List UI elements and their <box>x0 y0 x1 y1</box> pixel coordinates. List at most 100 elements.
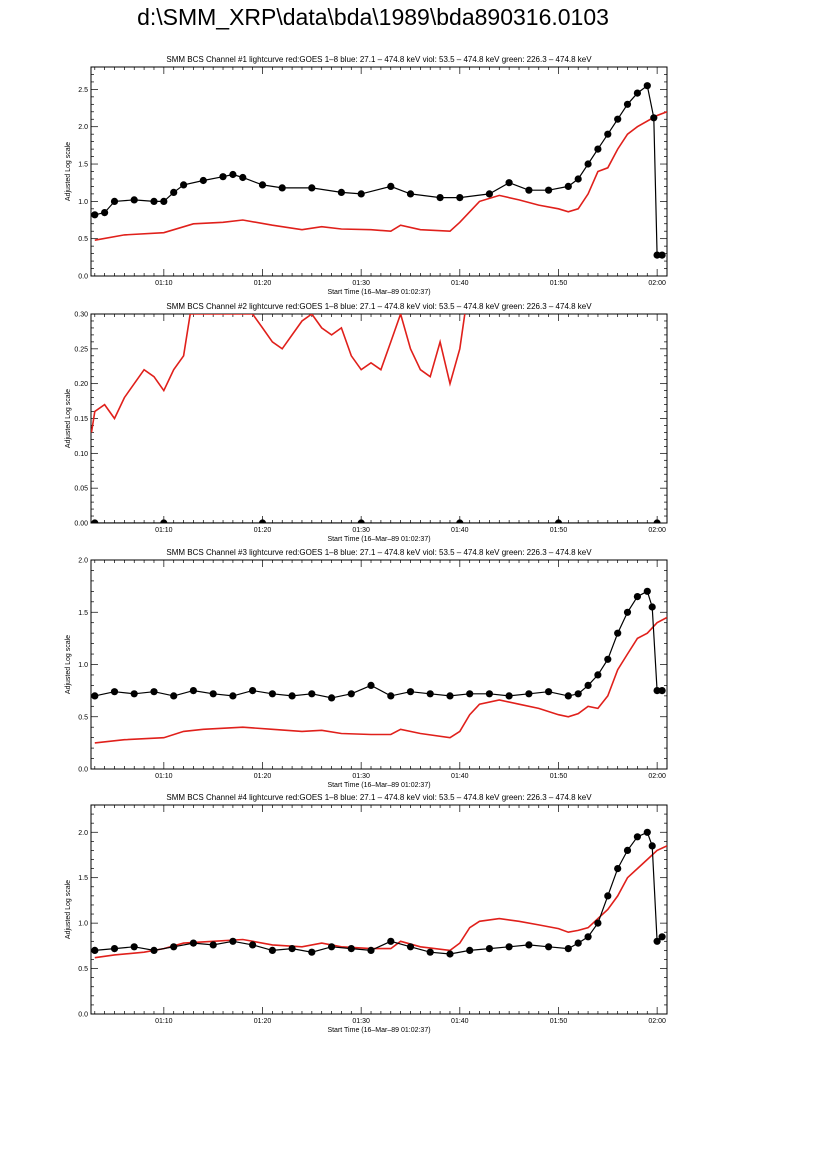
y-tick-label: 0.10 <box>74 451 88 458</box>
data-point <box>199 176 207 185</box>
x-tick-label: 01:20 <box>254 1018 272 1025</box>
data-point <box>229 937 237 945</box>
x-axis-label: Start Time (16–Mar–89 01:02:37) <box>327 289 430 296</box>
data-point <box>485 690 493 698</box>
data-point <box>278 184 286 192</box>
x-tick-label: 01:50 <box>550 773 568 780</box>
y-tick-label: 0.0 <box>78 767 88 774</box>
y-axis-label: Adjusted Log scale <box>65 880 72 939</box>
x-axis-ticks <box>94 314 668 523</box>
data-point <box>594 145 602 153</box>
data-point <box>347 690 355 698</box>
data-point <box>170 943 178 951</box>
y-tick-label: 0.0 <box>78 1012 88 1019</box>
x-tick-label: 01:50 <box>550 1018 568 1025</box>
data-point <box>189 939 197 947</box>
x-axis-label: Start Time (16–Mar–89 01:02:37) <box>327 1027 430 1034</box>
data-point <box>436 194 444 202</box>
data-point <box>584 681 592 689</box>
y-axis-ticks <box>91 313 667 524</box>
x-tick-label: 01:10 <box>155 280 173 287</box>
data-point <box>249 941 257 949</box>
page-title: d:\SMM_XRP\data\bda\1989\bda890316.0103 <box>137 4 609 30</box>
data-point <box>594 919 602 927</box>
x-tick-label: 01:10 <box>155 1018 173 1025</box>
data-point <box>633 89 642 97</box>
data-point <box>406 688 415 696</box>
data-point <box>150 197 158 205</box>
data-point <box>456 519 464 523</box>
y-tick-label: 0.5 <box>78 714 88 721</box>
y-tick-label: 0.25 <box>74 346 88 353</box>
panel-title: SMM BCS Channel #2 lightcurve red:GOES 1… <box>166 302 592 311</box>
data-point <box>604 655 612 663</box>
plot-frame <box>90 313 668 524</box>
data-point <box>91 519 99 523</box>
data-point <box>564 945 572 953</box>
data-point <box>564 692 572 700</box>
data-point <box>650 114 658 122</box>
data-point <box>643 82 651 90</box>
x-tick-label: 02:00 <box>648 773 666 780</box>
y-axis-ticks <box>91 66 667 277</box>
data-point <box>466 946 474 954</box>
series-0 <box>94 111 667 241</box>
data-point <box>456 194 464 202</box>
x-tick-label: 01:40 <box>451 280 469 287</box>
data-point <box>387 937 395 945</box>
data-point <box>110 945 119 953</box>
data-point <box>554 519 563 523</box>
data-point <box>658 933 666 941</box>
y-tick-label: 1.5 <box>78 162 88 169</box>
data-point <box>505 692 513 700</box>
y-axis-ticks <box>91 804 667 1015</box>
data-point <box>110 688 119 696</box>
x-tick-label: 01:50 <box>550 527 568 534</box>
data-point <box>288 692 296 700</box>
data-point <box>653 519 661 523</box>
data-point <box>614 629 622 637</box>
y-tick-label: 0.30 <box>74 312 88 319</box>
data-point <box>653 687 661 695</box>
data-point <box>426 948 434 956</box>
x-axis-ticks <box>94 67 668 276</box>
x-tick-label: 01:10 <box>155 773 173 780</box>
data-point <box>584 933 592 941</box>
x-axis-label: Start Time (16–Mar–89 01:02:37) <box>327 782 430 789</box>
panel-title: SMM BCS Channel #3 lightcurve red:GOES 1… <box>166 548 592 557</box>
data-point <box>367 681 375 689</box>
y-tick-label: 0.15 <box>74 416 88 423</box>
data-point <box>367 946 375 954</box>
plot-frame <box>90 804 668 1015</box>
data-point <box>150 688 158 696</box>
plot-frame <box>90 559 668 770</box>
data-point <box>357 519 365 523</box>
data-point <box>268 946 276 954</box>
panel-title: SMM BCS Channel #1 lightcurve red:GOES 1… <box>166 55 592 64</box>
data-point <box>648 603 656 611</box>
data-point <box>229 170 237 179</box>
x-tick-label: 01:30 <box>352 280 370 287</box>
data-point <box>446 950 454 958</box>
data-point <box>653 937 661 945</box>
y-tick-label: 1.5 <box>78 875 88 882</box>
data-point <box>564 182 572 190</box>
series-1 <box>91 828 666 958</box>
series-0 <box>94 616 667 744</box>
plot-frame <box>90 66 668 277</box>
data-point <box>308 690 316 698</box>
data-point <box>525 690 533 698</box>
y-tick-label: 0.05 <box>74 486 88 493</box>
data-point <box>258 181 267 189</box>
data-point <box>387 182 395 190</box>
x-tick-label: 01:30 <box>352 1018 370 1025</box>
data-point <box>648 842 656 850</box>
series-1 <box>91 587 666 702</box>
data-point <box>525 941 533 949</box>
data-point <box>485 190 493 198</box>
data-point <box>337 188 345 196</box>
panel-title: SMM BCS Channel #4 lightcurve red:GOES 1… <box>166 793 592 802</box>
data-point <box>209 941 217 949</box>
data-point <box>623 100 632 108</box>
data-point <box>110 197 119 205</box>
